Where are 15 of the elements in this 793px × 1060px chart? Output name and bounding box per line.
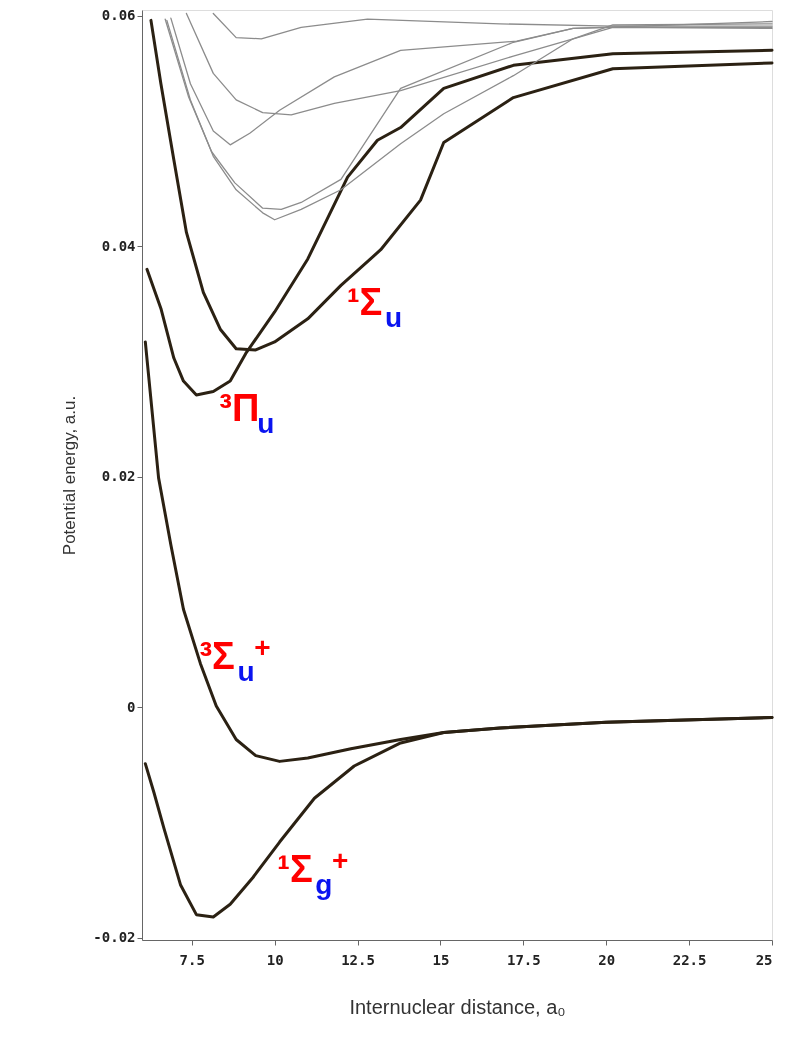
y-tick-label: 0.02 (101, 468, 136, 485)
x-tick-label: 7.5 (179, 951, 205, 968)
x-tick-label: 25 (755, 951, 773, 968)
x-tick-label: 12.5 (341, 951, 375, 968)
y-tick-label: -0.02 (93, 929, 136, 946)
x-tick-label: 15 (432, 951, 450, 968)
y-tick-label: 0.06 (101, 7, 136, 24)
x-tick-label: 22.5 (672, 951, 707, 968)
x-axis-title: Internuclear distance, a₀ (349, 995, 566, 1018)
x-tick-label: 20 (598, 951, 616, 968)
y-tick-label: 0.04 (101, 237, 136, 254)
x-tick-label: 17.5 (506, 951, 541, 968)
y-tick-label: 0 (127, 698, 136, 715)
x-tick-label: 10 (266, 951, 284, 968)
y-axis-title: Potential energy, a.u. (60, 395, 80, 556)
